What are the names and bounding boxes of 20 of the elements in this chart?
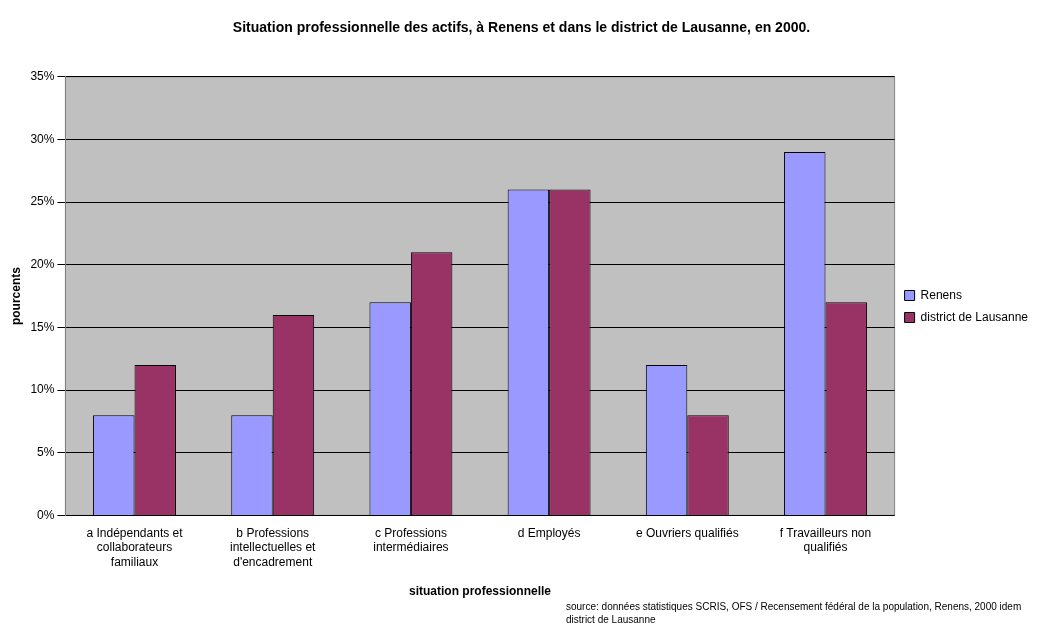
legend-label: Renens (920, 287, 962, 302)
y-tick-label: 25% (30, 194, 55, 209)
y-tick-label: 30% (30, 131, 55, 146)
y-tick-label: 0% (37, 507, 55, 522)
x-tick-label: a Indépendants et collaborateurs familiaux (86, 525, 184, 569)
source-note: source: données statistiques SCRIS, OFS / Recensement fédéral de la population, Renens, 2000 idem district de Lausanne (566, 600, 1023, 626)
y-tick-label: 15% (30, 319, 55, 334)
x-tick-label: f Travailleurs non qualifiés (779, 525, 872, 555)
y-axis-title: pourcents (8, 266, 23, 326)
y-tick-label: 10% (30, 382, 55, 397)
x-tick-label: b Professions intellectuelles et d'encadrement (230, 525, 317, 569)
y-tick-label: 35% (30, 69, 55, 84)
y-tick-label: 5% (37, 445, 55, 460)
y-tick-label: 20% (30, 257, 55, 272)
x-tick-label: e Ouvriers qualifiés (635, 525, 739, 540)
x-tick-label: c Professions intermédiaires (373, 525, 449, 555)
x-axis-title: situation professionnelle (408, 584, 552, 599)
legend-label: district de Lausanne (920, 309, 1029, 324)
chart-title: Situation professionnelle des actifs, à Renens et dans le district de Lausanne, en 2000. (232, 19, 811, 36)
x-tick-label: d Employés (517, 525, 581, 540)
